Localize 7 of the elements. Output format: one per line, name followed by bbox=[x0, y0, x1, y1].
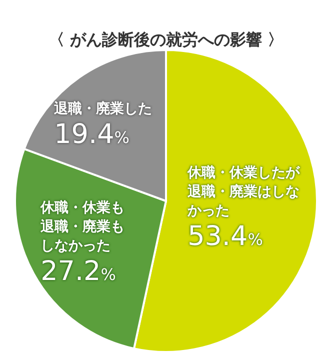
slice-label: 休職・休業も退職・廃業もしなかった bbox=[40, 198, 126, 256]
slice-label: 休職・休業したが退職・廃業はしなかった bbox=[188, 164, 301, 221]
data-label: 53.4% bbox=[188, 220, 263, 252]
chart-title: 〈 がん診断後の就労への影響 〉 bbox=[47, 30, 285, 51]
slice-label: 退職・廃業した bbox=[54, 100, 154, 119]
data-label: 27.2% bbox=[40, 256, 116, 287]
data-label: 19.4% bbox=[54, 118, 130, 150]
